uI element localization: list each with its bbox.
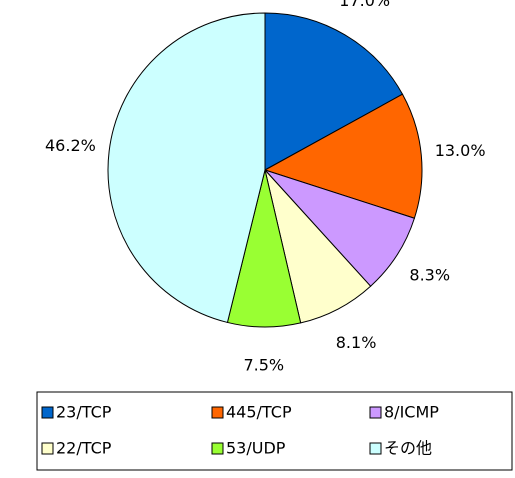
- pie-slice: [107, 12, 266, 324]
- legend-swatch: [211, 406, 224, 419]
- legend-swatch: [369, 442, 382, 455]
- legend-label: 53/UDP: [226, 439, 286, 458]
- legend-label: 23/TCP: [56, 403, 112, 422]
- legend-label: 22/TCP: [56, 439, 112, 458]
- data-label: 13.0%: [435, 141, 486, 160]
- legend-swatch: [41, 442, 54, 455]
- pie-slice: [264, 12, 404, 171]
- data-label: 17.0%: [339, 0, 390, 10]
- legend-swatch: [41, 406, 54, 419]
- legend-box: [36, 391, 513, 471]
- legend-swatch: [211, 442, 224, 455]
- legend-label: 445/TCP: [226, 403, 292, 422]
- legend-label: 8/ICMP: [384, 403, 439, 422]
- data-label: 8.1%: [336, 333, 377, 352]
- legend-swatch: [369, 406, 382, 419]
- pie-slice: [263, 93, 423, 219]
- data-label: 7.5%: [243, 355, 284, 374]
- legend-label: その他: [384, 439, 432, 458]
- data-label: 8.3%: [409, 266, 450, 285]
- data-label: 46.2%: [45, 136, 96, 155]
